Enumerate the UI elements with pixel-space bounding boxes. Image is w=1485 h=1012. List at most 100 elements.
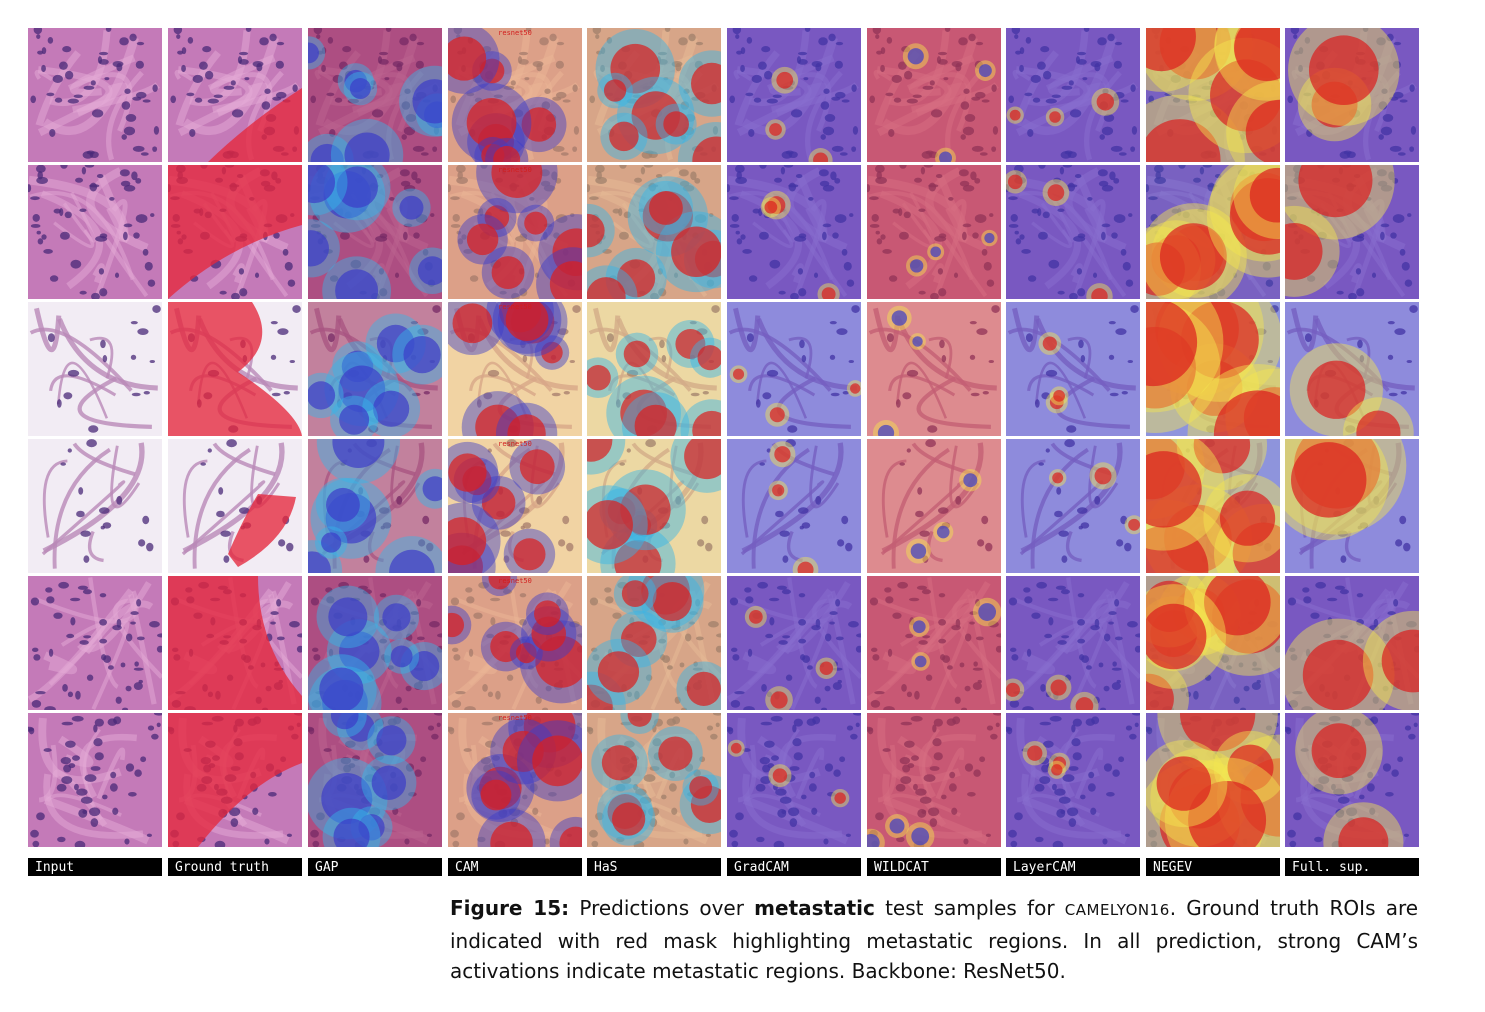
tile-image <box>727 28 861 162</box>
tile-row1-col3 <box>308 28 442 162</box>
tile-row2-col10 <box>1285 165 1419 299</box>
overlay-model-tag: resnet50 <box>498 29 532 37</box>
tile-image <box>28 576 162 710</box>
tile-row4-col2 <box>168 439 302 573</box>
tile-row4-col5 <box>587 439 721 573</box>
tile-image <box>1006 576 1140 710</box>
caption-text-2: test samples for <box>885 896 1055 920</box>
tile-row4-col4: resnet50 <box>448 439 582 573</box>
tile-image <box>1006 165 1140 299</box>
tile-image <box>1285 165 1419 299</box>
tile-image <box>727 576 861 710</box>
tile-image <box>28 713 162 847</box>
overlay-model-tag: resnet50 <box>498 577 532 585</box>
caption-text-3: . Ground truth ROIs are indicated with r… <box>450 896 1419 983</box>
tile-row1-col7 <box>867 28 1001 162</box>
tile-row3-col1 <box>28 302 162 436</box>
column-label: NEGEV <box>1146 858 1280 876</box>
column-label: CAM <box>448 858 582 876</box>
tile-row6-col4: resnet50 <box>448 713 582 847</box>
tile-image <box>308 302 442 436</box>
tile-image <box>168 439 302 573</box>
overlay-model-tag: resnet50 <box>498 166 532 174</box>
tile-image <box>587 302 721 436</box>
tile-image <box>448 576 582 710</box>
tile-row6-col7 <box>867 713 1001 847</box>
tile-image <box>28 165 162 299</box>
tile-row6-col3 <box>308 713 442 847</box>
tile-row4-col6 <box>727 439 861 573</box>
tile-image <box>867 439 1001 573</box>
tile-image <box>727 165 861 299</box>
tile-image <box>867 576 1001 710</box>
tile-row4-col7 <box>867 439 1001 573</box>
tile-image <box>1285 439 1419 573</box>
tile-image <box>727 302 861 436</box>
tile-row1-col10 <box>1285 28 1419 162</box>
tile-row5-col3 <box>308 576 442 710</box>
caption-bold-term: metastatic <box>754 896 875 920</box>
tile-row6-col1 <box>28 713 162 847</box>
figure-image-grid: resnet50 resnet50 resnet50 resnet50 resnet50… <box>28 28 1420 848</box>
tile-row4-col10 <box>1285 439 1419 573</box>
figure-label: Figure 15: <box>450 896 570 920</box>
tile-image <box>1146 165 1280 299</box>
tile-image <box>867 302 1001 436</box>
tile-row1-col4: resnet50 <box>448 28 582 162</box>
tile-image <box>308 439 442 573</box>
tile-image <box>448 713 582 847</box>
tile-image <box>1006 302 1140 436</box>
tile-row4-col1 <box>28 439 162 573</box>
tile-row2-col9 <box>1146 165 1280 299</box>
column-label: GradCAM <box>727 858 861 876</box>
tile-image <box>28 439 162 573</box>
tile-row1-col8 <box>1006 28 1140 162</box>
overlay-model-tag: resnet50 <box>498 303 532 311</box>
column-label: LayerCAM <box>1006 858 1140 876</box>
tile-row5-col6 <box>727 576 861 710</box>
tile-image <box>727 439 861 573</box>
column-label: Full. sup. <box>1285 858 1419 876</box>
tile-row4-col3 <box>308 439 442 573</box>
tile-image <box>1285 302 1419 436</box>
tile-row3-col3 <box>308 302 442 436</box>
tile-row6-col6 <box>727 713 861 847</box>
tile-row2-col4: resnet50 <box>448 165 582 299</box>
tile-row2-col2 <box>168 165 302 299</box>
tile-image <box>587 28 721 162</box>
tile-row5-col8 <box>1006 576 1140 710</box>
tile-image <box>587 576 721 710</box>
tile-image <box>448 28 582 162</box>
tile-image <box>1006 713 1140 847</box>
figure-caption: Figure 15: Predictions over metastatic t… <box>450 893 1418 987</box>
tile-row5-col10 <box>1285 576 1419 710</box>
tile-image <box>587 439 721 573</box>
tile-row6-col9 <box>1146 713 1280 847</box>
tile-row6-col10 <box>1285 713 1419 847</box>
overlay-model-tag: resnet50 <box>498 714 532 722</box>
tile-image <box>448 302 582 436</box>
tile-row3-col9 <box>1146 302 1280 436</box>
tile-image <box>168 713 302 847</box>
tile-row5-col7 <box>867 576 1001 710</box>
caption-dataset-name: CAMELYON16 <box>1064 901 1170 919</box>
column-label-bar: Input Ground truth GAP CAM HaS GradCAM WILDCAT… <box>28 858 1420 876</box>
tile-image <box>28 28 162 162</box>
column-label: Ground truth <box>168 858 302 876</box>
tile-row1-col9 <box>1146 28 1280 162</box>
tile-image <box>448 165 582 299</box>
tile-row5-col4: resnet50 <box>448 576 582 710</box>
tile-image <box>28 302 162 436</box>
tile-image <box>1146 576 1280 710</box>
tile-row4-col8 <box>1006 439 1140 573</box>
tile-image <box>587 165 721 299</box>
tile-image <box>1146 439 1280 573</box>
tile-row5-col5 <box>587 576 721 710</box>
column-label: WILDCAT <box>867 858 1001 876</box>
tile-row6-col5 <box>587 713 721 847</box>
tile-row3-col8 <box>1006 302 1140 436</box>
tile-image <box>168 165 302 299</box>
tile-row3-col10 <box>1285 302 1419 436</box>
tile-image <box>308 28 442 162</box>
tile-image <box>448 439 582 573</box>
